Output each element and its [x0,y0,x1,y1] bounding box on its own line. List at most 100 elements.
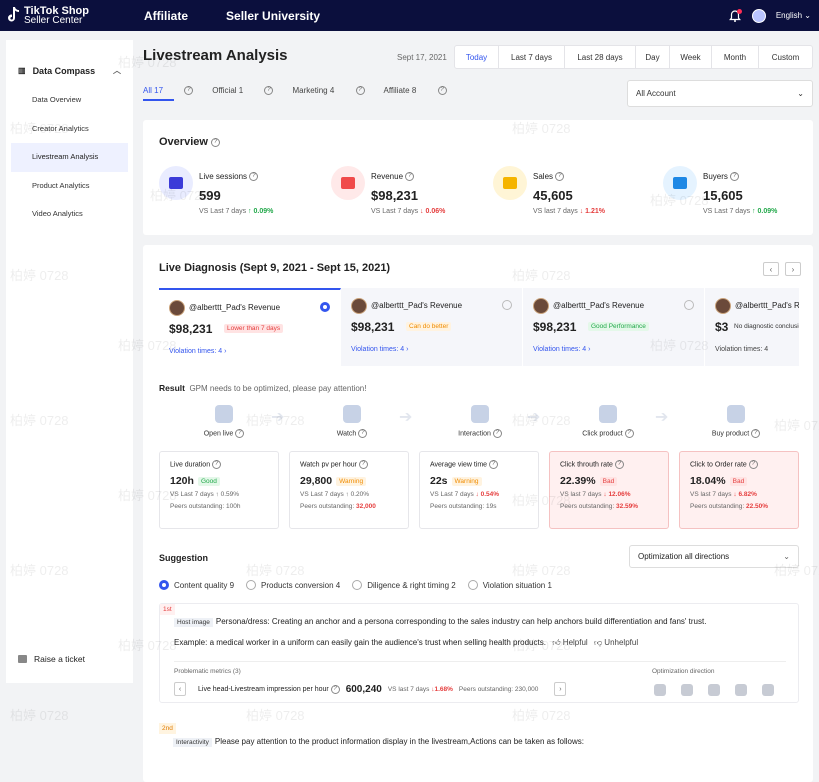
tiktok-logo[interactable]: TikTok Shop Seller Center [6,5,134,26]
range-day[interactable]: Day [636,46,670,68]
peers-label: Peers outstanding: [690,503,745,510]
delta-value: 1.21% [585,208,606,215]
sidebar-item-product-analytics[interactable]: Product Analytics [32,180,90,190]
metric-box-label-text: Watch pv per hour [300,461,357,469]
compare-label: VS last 7 days [690,491,732,498]
user-avatar[interactable] [751,8,766,23]
diagnosis-card[interactable]: @alberttt_Pad's Revenue $98,231 Lower than… [159,288,341,366]
nav-seller-university[interactable]: Seller University [226,8,321,23]
thumbs-up-icon: 👍︎ [552,638,561,647]
option-label: Products conversion 4 [261,580,341,590]
suggestion-category-option[interactable]: Products conversion 4 [246,580,340,590]
metric-compare: VS Last 7 days ↓ 0.06% [371,208,445,215]
range-custom[interactable]: Custom [771,52,800,62]
thumbs-down-icon: 👎︎ [593,638,603,647]
arrow-right-icon: ➔ [527,409,541,426]
creator-revenue-name: @alberttt_Pad's Revenue [553,301,645,310]
funnel-step-text: Watch [336,430,357,438]
delta-value: 12.06% [608,491,631,498]
help-icon: ? [330,684,340,694]
card-radio[interactable] [502,300,512,310]
delta-value: 1.68% [434,685,453,693]
delta-value: 0.20% [350,491,370,498]
metric-glyph-icon [673,177,687,189]
suggestion-example: Example: a medical worker in a uniform c… [174,638,546,647]
tab-affiliate[interactable]: Affiliate 8 ? [384,86,447,96]
sidebar-item-data-overview[interactable]: Data Overview [32,95,82,104]
compare-label: VS last 7 days [560,491,602,498]
bell-icon[interactable] [728,8,742,23]
help-icon: ? [489,460,499,469]
next-metric-button[interactable]: › [554,682,567,696]
page-title: Livestream Analysis [143,47,288,64]
suggestion-category-option[interactable]: Diligence & right timing 2 [352,580,456,590]
violation-link[interactable]: Violation times: 4 › [533,346,590,353]
prev-arrow-icon[interactable]: ‹ [763,262,779,276]
helpful-button[interactable]: 👍︎ Helpful [552,638,588,647]
sidebar-item-livestream-analysis[interactable]: Livestream Analysis [11,143,128,172]
compare-label: VS Last 7 days [430,491,474,498]
next-arrow-icon[interactable]: › [785,262,801,276]
metric-delta: ↑ 0.09% [752,208,777,215]
funnel-step-icon [215,405,233,423]
bar-chart-icon: ▥ [18,66,26,75]
metric-box: Watch pv per hour ? 29,800 Warning VS Last … [289,451,409,529]
sidebar-item-video-analytics[interactable]: Video Analytics [32,209,83,218]
metric-compare: VS last 7 days ↓ 1.21% [533,208,605,215]
creator-avatar [533,298,549,314]
creator-revenue-value: $98,231 [169,322,213,336]
sidebar: ▥ Data Compass ︿ Data Overview Creator Ana… [6,40,133,683]
violation-link[interactable]: Violation times: 4 › [169,348,226,355]
metric-label: Revenue ? [371,172,415,182]
delta-value: 6.82% [738,491,757,498]
metric-box-value: 22.39% Bad [560,475,658,487]
account-select[interactable]: All Account ⌄ [627,80,813,107]
range-month[interactable]: Month [712,46,759,68]
violation-link[interactable]: Violation times: 4 [715,346,768,353]
diagnosis-card[interactable]: @alberttt_Pad's Revenue $3 No diagnostic c… [705,288,799,366]
tab-all[interactable]: All 17 ? [143,86,194,96]
tab-official[interactable]: Official 1 ? [212,86,274,96]
rank-badge-2nd: 2nd [159,723,176,734]
diagnosis-card[interactable]: @alberttt_Pad's Revenue $98,231 Good Perfo… [523,288,705,366]
creator-avatar [169,300,185,316]
raise-ticket-link[interactable]: Raise a ticket [18,654,85,664]
card-radio[interactable] [320,302,330,312]
range-today[interactable]: Today [455,46,499,68]
metric-box-value: 22s Warning [430,475,528,487]
violation-link[interactable]: Violation times: 4 › [351,346,408,353]
peers-outstanding: Peers outstanding: 19s [430,503,528,510]
status-badge: Good [197,476,220,486]
metric-icon [331,166,365,200]
optimization-direction-select[interactable]: Optimization all directions ⌄ [629,545,799,568]
range-week[interactable]: Week [670,46,712,68]
funnel-step-icon [343,405,361,423]
option-label: Violation situation 1 [482,580,552,590]
diagnosis-card[interactable]: @alberttt_Pad's Revenue $98,231 Can do bet… [341,288,523,366]
overview-title: Overview ? [159,136,220,148]
compare-label: VS last 7 days [387,685,430,693]
metric-label-text: Live sessions [199,172,248,181]
suggestion-category-option[interactable]: Violation situation 1 [467,580,552,590]
sidebar-section-data-compass[interactable]: ▥ Data Compass ︿ [6,40,133,76]
delta-value: 0.59% [220,491,240,498]
suggestion-category-option[interactable]: Content quality 9 [159,580,234,590]
help-icon: ? [184,86,194,96]
prev-metric-button[interactable]: ‹ [174,682,186,696]
status-badge: Warning [336,476,367,486]
tab-marketing[interactable]: Marketing 4 ? [292,86,365,96]
status-badge: Can do better [406,322,452,331]
card-radio[interactable] [684,300,694,310]
metric-compare: VS Last 7 days ↑ 0.09% [703,208,777,215]
nav-affiliate[interactable]: Affiliate [144,8,189,23]
metric-value: $98,231 [371,188,418,203]
notification-dot [736,8,742,14]
help-icon: ? [212,460,222,469]
range-last-7-days[interactable]: Last 7 days [499,46,565,68]
metric-icon [159,166,193,200]
sidebar-item-creator-analytics[interactable]: Creator Analytics [32,123,89,133]
language-selector[interactable]: English ⌄ [776,11,811,20]
range-last-28-days[interactable]: Last 28 days [565,46,636,68]
metric-box-label-text: Click to Order rate [690,461,747,469]
unhelpful-button[interactable]: 👎︎ Unhelpful [594,638,638,647]
